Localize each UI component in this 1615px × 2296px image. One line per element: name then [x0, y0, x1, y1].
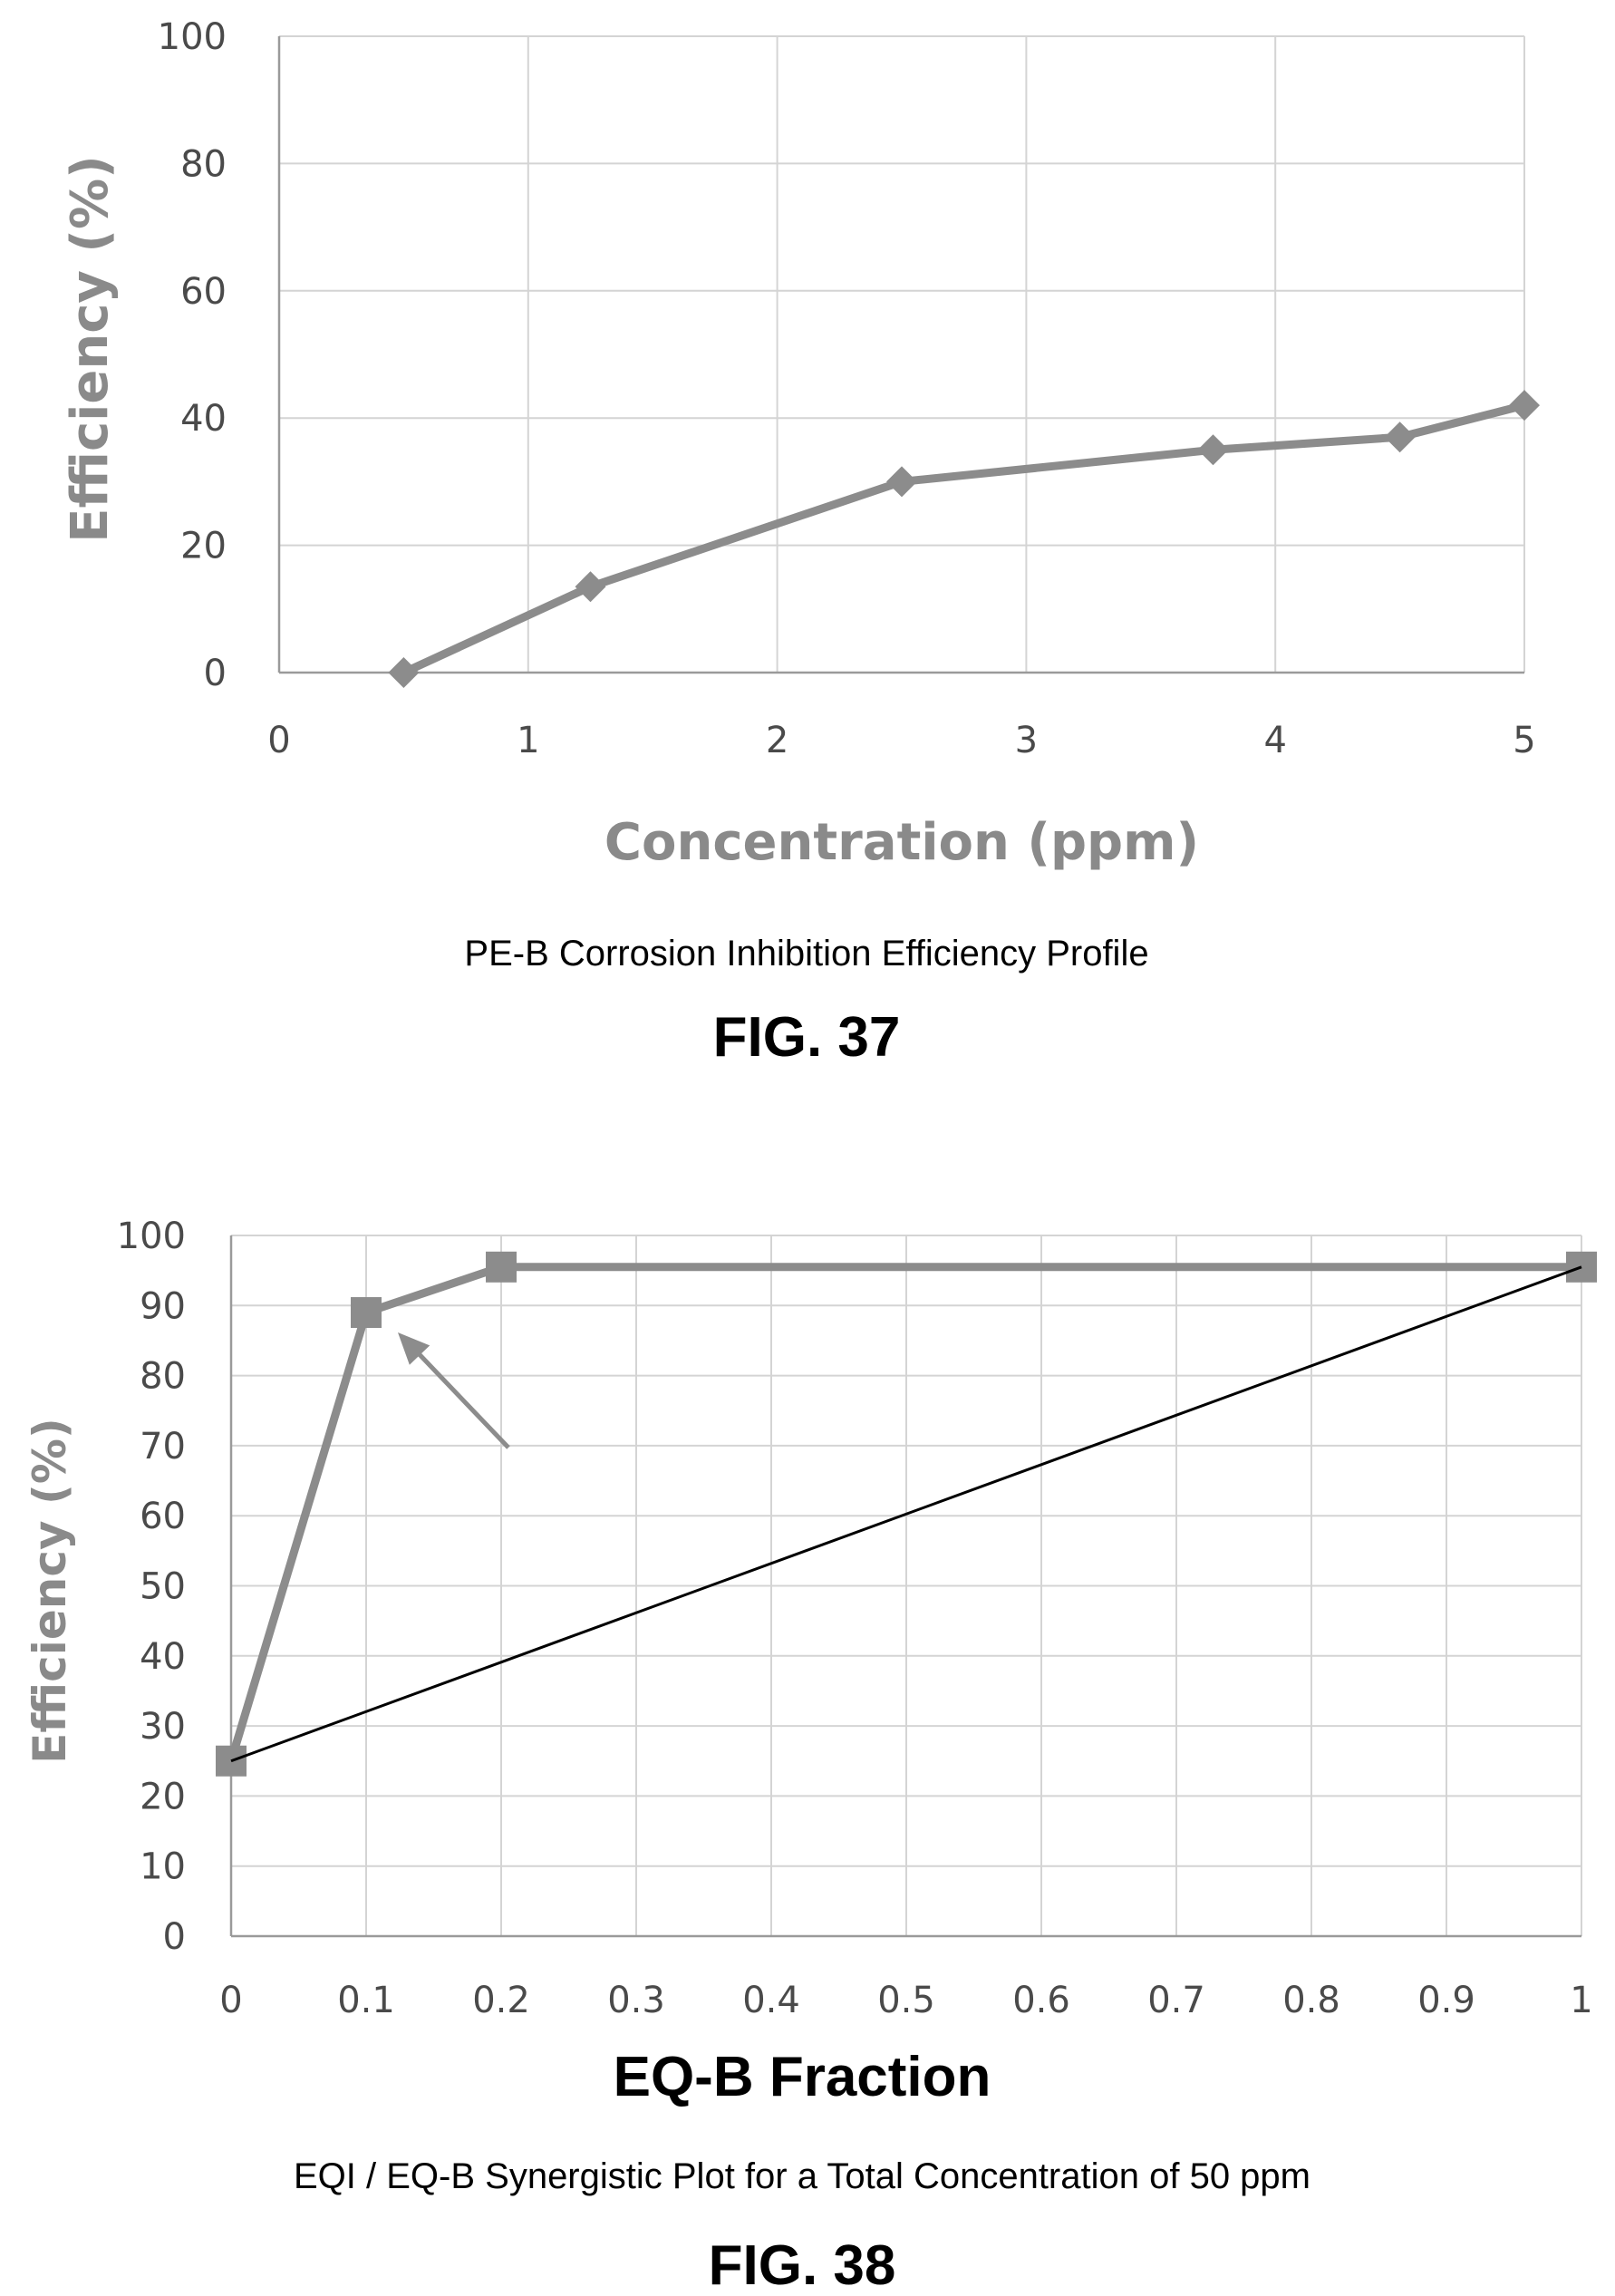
y-tick-label: 70: [140, 1426, 186, 1468]
y-tick-labels: 0 10 20 30 40 50 60 70 80 90 100: [117, 1216, 186, 1958]
x-tick-label: 0.8: [1282, 1980, 1340, 2021]
y-tick-label: 60: [180, 271, 227, 313]
chart-grid: [278, 35, 1525, 673]
y-tick-label: 100: [117, 1216, 186, 1257]
x-tick-label: 0.1: [337, 1980, 395, 2021]
chart-axes: [277, 36, 1524, 674]
y-axis-label: Efficiency (%): [24, 1418, 76, 1764]
y-tick-label: 10: [140, 1846, 186, 1888]
y-tick-label: 20: [180, 526, 227, 567]
figure-label-fig38: FIG. 38: [709, 2234, 896, 2296]
series-line: [401, 401, 1526, 677]
x-tick-label: 0.9: [1417, 1980, 1475, 2021]
x-tick-label: 0.6: [1012, 1980, 1070, 2021]
data-point-marker: [1197, 434, 1229, 466]
data-series: [388, 390, 1540, 688]
y-tick-label: 60: [140, 1496, 186, 1537]
x-tick-label: 3: [1015, 720, 1038, 761]
x-tick-label: 0.3: [607, 1980, 665, 2021]
x-tick-labels: 0 0.1 0.2 0.3 0.4 0.5 0.6 0.7 0.8 0.9 1: [219, 1980, 1592, 2021]
data-point-marker: [486, 1251, 517, 1283]
data-point-marker: [351, 1297, 382, 1329]
y-tick-label: 80: [180, 143, 227, 185]
caption-fig37: PE-B Corrosion Inhibition Efficiency Pro…: [464, 934, 1148, 974]
figure-label-fig37: FIG. 37: [713, 1006, 901, 1069]
y-tick-label: 50: [140, 1566, 186, 1608]
data-point-marker: [1509, 390, 1540, 421]
x-tick-label: 1: [517, 720, 539, 761]
chart-fig37: 0 20 40 60 80 100 0 1 2 3 4 5 Efficiency (%) Conce…: [61, 16, 1540, 872]
x-tick-label: 0.2: [472, 1980, 530, 2021]
chart-axes: [229, 1235, 1581, 1938]
y-tick-label: 80: [140, 1356, 186, 1398]
x-tick-labels: 0 1 2 3 4 5: [267, 720, 1535, 761]
x-tick-label: 0.7: [1147, 1980, 1205, 2021]
x-axis-label: Concentration (ppm): [604, 813, 1199, 872]
y-tick-label: 90: [140, 1285, 186, 1327]
chart-grid: [230, 1235, 1582, 1937]
caption-fig38: EQI / EQ-B Synergistic Plot for a Total …: [294, 2156, 1310, 2196]
y-tick-label: 40: [140, 1636, 186, 1678]
x-tick-label: 0.5: [877, 1980, 935, 2021]
annotation-arrow: [398, 1332, 510, 1449]
data-point-marker: [886, 466, 917, 498]
x-tick-label: 1: [1570, 1980, 1592, 2021]
y-tick-label: 0: [163, 1916, 186, 1958]
y-tick-label: 40: [180, 398, 227, 440]
y-tick-label: 30: [140, 1706, 186, 1748]
x-tick-label: 0: [267, 720, 290, 761]
x-axis-label: EQ-B Fraction: [614, 2046, 991, 2108]
reference-line: [230, 1265, 1582, 1763]
arrow-shaft: [409, 1343, 510, 1449]
y-axis-label: Efficiency (%): [61, 155, 120, 542]
data-point-marker: [575, 571, 606, 603]
y-tick-label: 20: [140, 1776, 186, 1817]
x-tick-label: 4: [1263, 720, 1286, 761]
data-point-marker: [388, 657, 420, 688]
arrow-head: [398, 1332, 430, 1365]
x-tick-label: 5: [1513, 720, 1535, 761]
y-tick-label: 0: [204, 653, 227, 694]
series-line: [227, 1263, 1581, 1763]
x-tick-label: 0.4: [742, 1980, 800, 2021]
data-series: [216, 1251, 1597, 1777]
y-tick-label: 100: [158, 16, 227, 58]
y-tick-labels: 0 20 40 60 80 100: [158, 16, 227, 694]
x-tick-label: 0: [219, 1980, 242, 2021]
x-tick-label: 2: [766, 720, 788, 761]
data-point-marker: [1384, 421, 1416, 453]
